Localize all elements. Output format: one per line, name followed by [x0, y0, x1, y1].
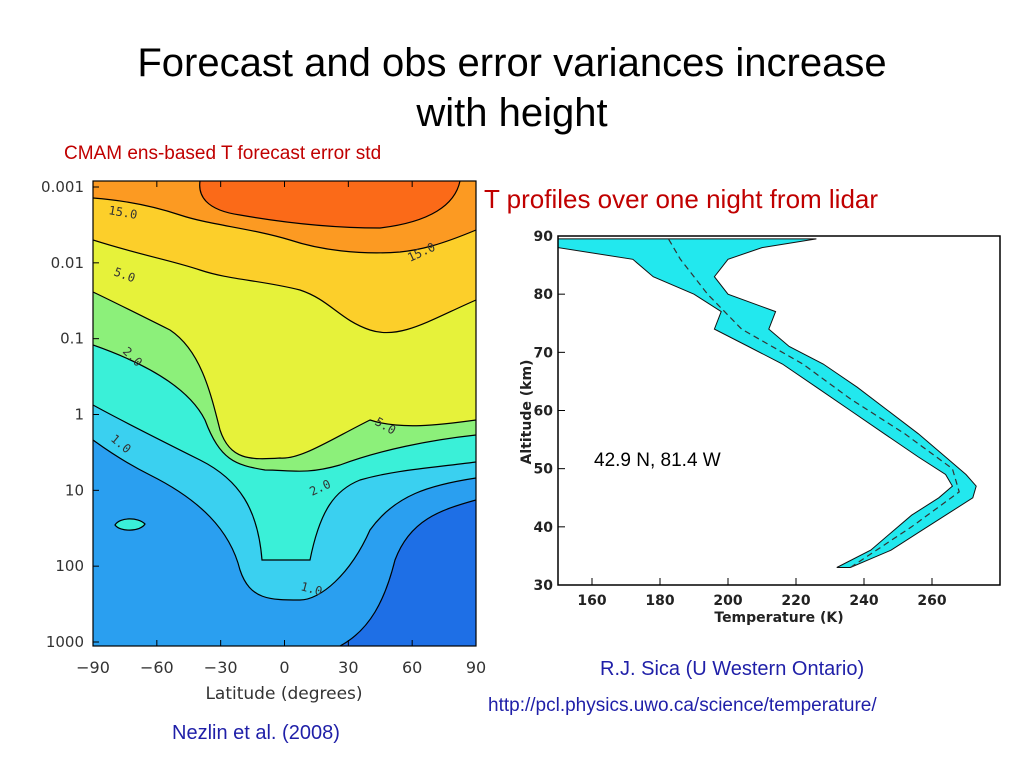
- contour-lines: [93, 181, 476, 646]
- slide-title: Forecast and obs error variances increas…: [0, 38, 1024, 138]
- contour-line-6: [93, 239, 476, 334]
- contour-fill-group: [93, 181, 476, 646]
- slide-title-line2: with height: [416, 91, 608, 135]
- contour-x-tick-label: 90: [466, 658, 486, 677]
- contour-line-1: [339, 499, 476, 646]
- contour-line-2: [93, 439, 476, 601]
- contour-y-tick-label: 10: [65, 481, 84, 499]
- contour-x-tick-label: 30: [338, 658, 358, 677]
- slide-title-line1: Forecast and obs error variances increas…: [137, 41, 887, 85]
- contour-line-3: [93, 404, 476, 561]
- contour-x-tick-label: −30: [204, 658, 238, 677]
- contour-line-7: [93, 197, 476, 254]
- contour-label: 15.0: [107, 203, 138, 222]
- contour-y-tick-label: 0.1: [60, 330, 84, 348]
- contour-line-8: [199, 181, 461, 229]
- contour-x-axis-label: Latitude (degrees): [205, 684, 362, 704]
- contour-x-tick-label: 60: [402, 658, 422, 677]
- right-chart-url[interactable]: http://pcl.physics.uwo.ca/science/temper…: [488, 695, 877, 716]
- contour-x-tick-label: −60: [140, 658, 174, 677]
- contour-line-5: [93, 291, 476, 460]
- contour-y-tick-label: 100: [55, 557, 84, 575]
- contour-line-4: [93, 344, 476, 472]
- left-chart-credit: Nezlin et al. (2008): [172, 722, 340, 744]
- contour-x-tick-label: −90: [76, 658, 110, 677]
- contour-spot: [115, 518, 145, 531]
- contour-label: 5.0: [112, 265, 137, 286]
- contour-y-tick-label: 0.01: [51, 254, 84, 272]
- contour-band-8: [199, 181, 460, 228]
- contour-y-tick-label: 1: [74, 406, 84, 424]
- right-chart-subtitle: T profiles over one night from lidar: [484, 184, 879, 214]
- left-chart-subtitle: CMAM ens-based T forecast error std: [64, 143, 382, 164]
- contour-y-tick-label: 0.001: [41, 178, 84, 196]
- contour-label: 1.0: [299, 579, 324, 598]
- contour-axes: −90 −60 −30 0 30 60 90 0.001 0.01 0.1 1 10 100 1000: [41, 178, 486, 677]
- contour-line-spot: [114, 518, 146, 531]
- contour-x-tick-label: 0: [279, 658, 289, 677]
- contour-y-tick-label: 1000: [46, 633, 84, 651]
- right-chart-credit: R.J. Sica (U Western Ontario): [600, 658, 865, 680]
